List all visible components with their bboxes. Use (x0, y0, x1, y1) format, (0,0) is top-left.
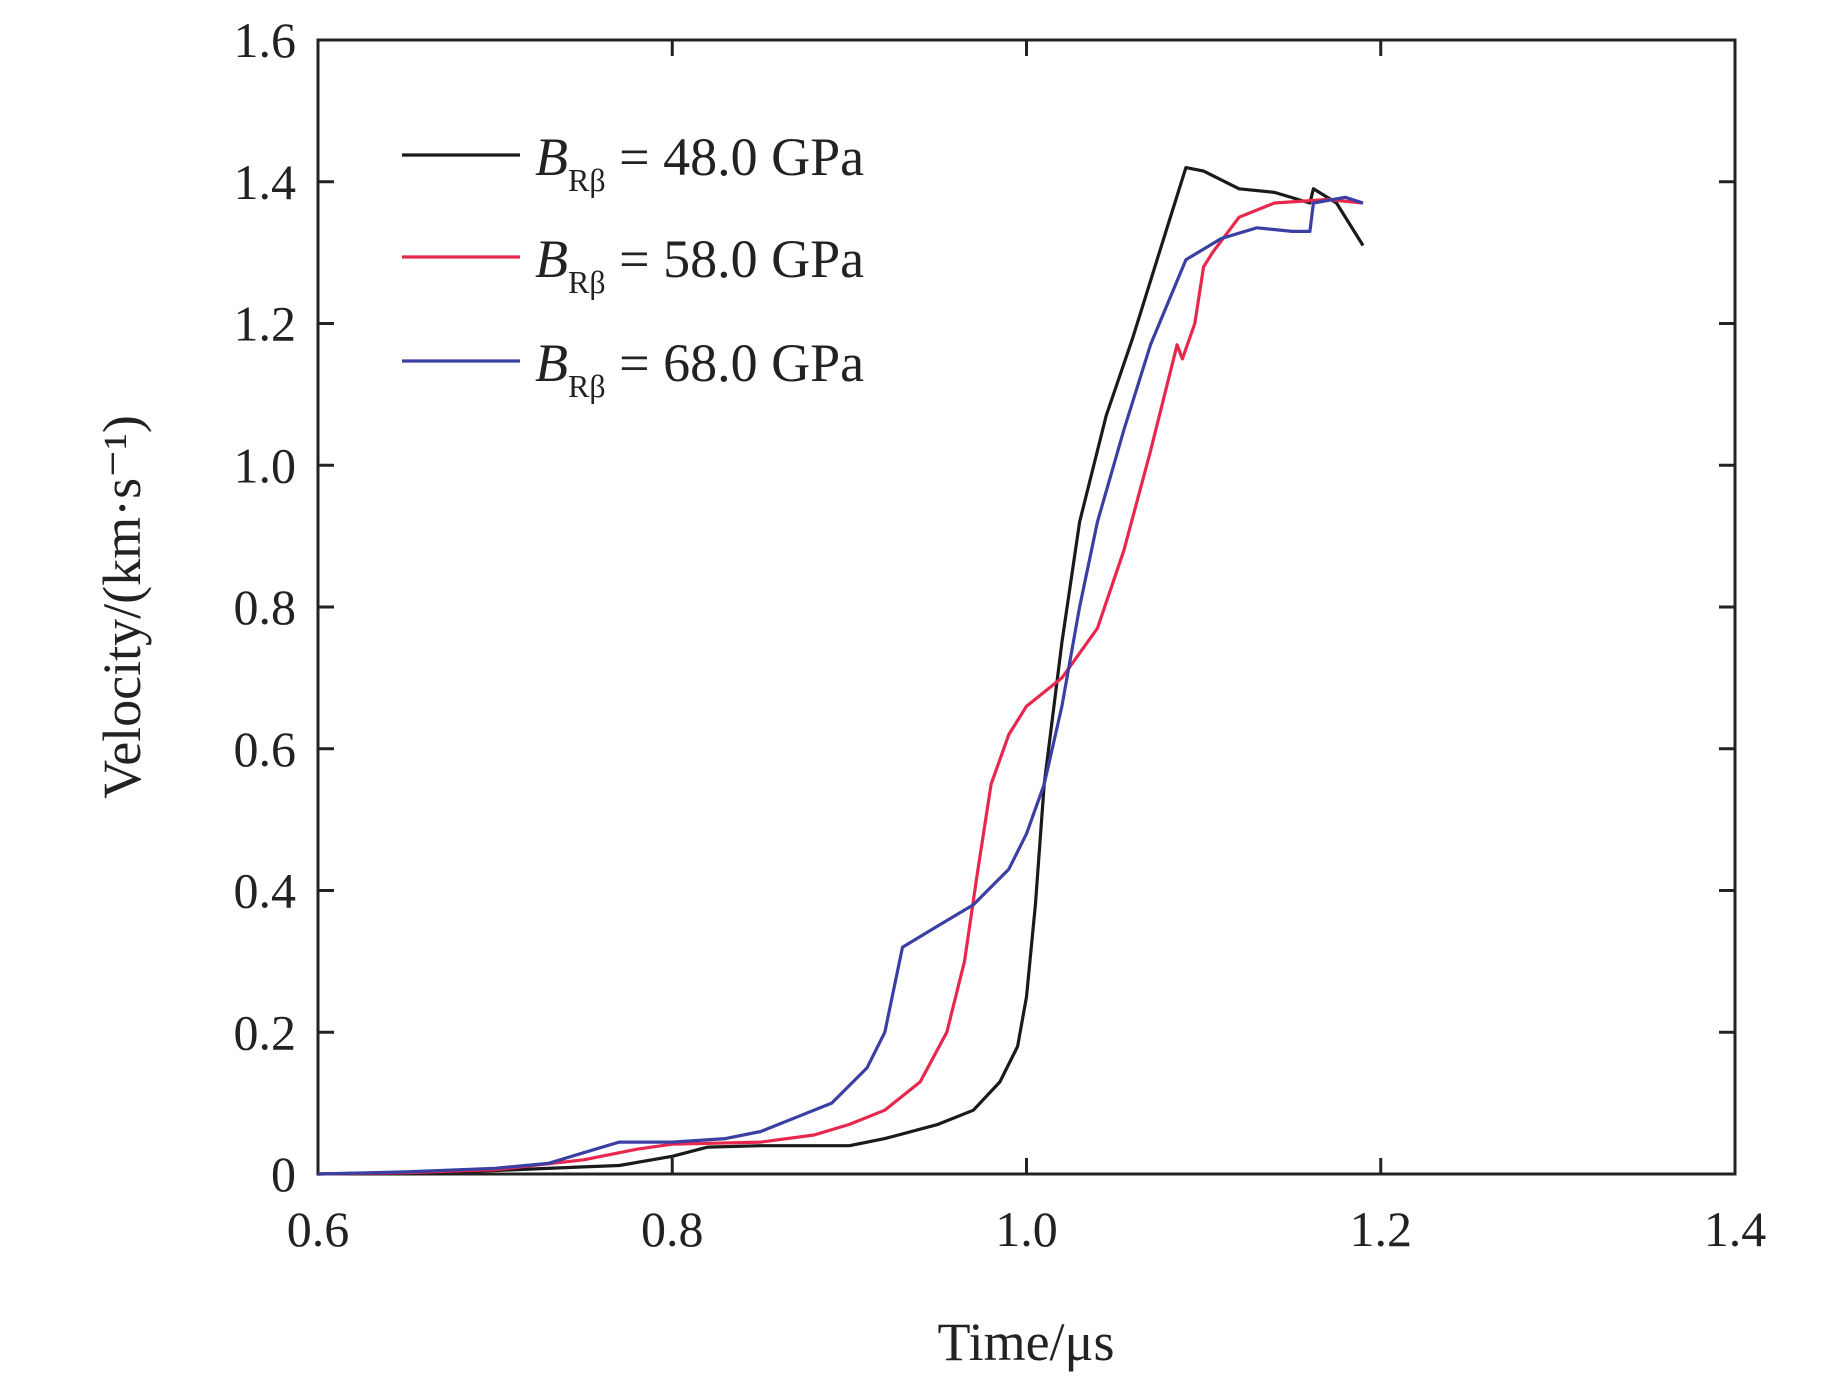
legend-label-3: BRβ = 68.0 GPa (535, 333, 864, 404)
y-tick-label: 0.8 (234, 579, 297, 635)
x-axis-label: Time/μs (937, 1312, 1114, 1372)
x-tick-labels: 0.6 0.8 1.0 1.2 1.4 (287, 1201, 1767, 1257)
x-tick-label: 0.8 (641, 1201, 704, 1257)
x-tick-label: 1.2 (1350, 1201, 1413, 1257)
x-tick-label: 1.0 (995, 1201, 1058, 1257)
y-axis-label: Velocity/(km·s⁻¹) (92, 415, 152, 799)
x-tick-label: 0.6 (287, 1201, 350, 1257)
y-tick-label: 0 (271, 1146, 296, 1202)
legend: BRβ = 48.0 GPa BRβ = 58.0 GPa BRβ = 68.0 G… (402, 127, 864, 404)
y-tick-label: 0.6 (234, 721, 297, 777)
y-tick-label: 1.6 (234, 12, 297, 68)
y-tick-label: 0.2 (234, 1004, 297, 1060)
x-tick-label: 1.4 (1704, 1201, 1767, 1257)
series-line-1 (317, 166, 1365, 1176)
series-line-2 (317, 197, 1364, 1176)
y-tick-label: 1.0 (234, 437, 297, 493)
legend-label-2: BRβ = 58.0 GPa (535, 229, 864, 300)
y-tick-label: 1.4 (234, 154, 297, 210)
series-lines (317, 166, 1365, 1176)
series-line-3 (317, 195, 1364, 1176)
y-tick-label: 1.2 (234, 296, 297, 352)
axis-ticks (316, 38, 1737, 1176)
y-tick-label: 0.4 (234, 863, 297, 919)
y-tick-labels: 0 0.2 0.4 0.6 0.8 1.0 1.2 1.4 1.6 (234, 12, 297, 1202)
legend-label-1: BRβ = 48.0 GPa (535, 127, 864, 198)
